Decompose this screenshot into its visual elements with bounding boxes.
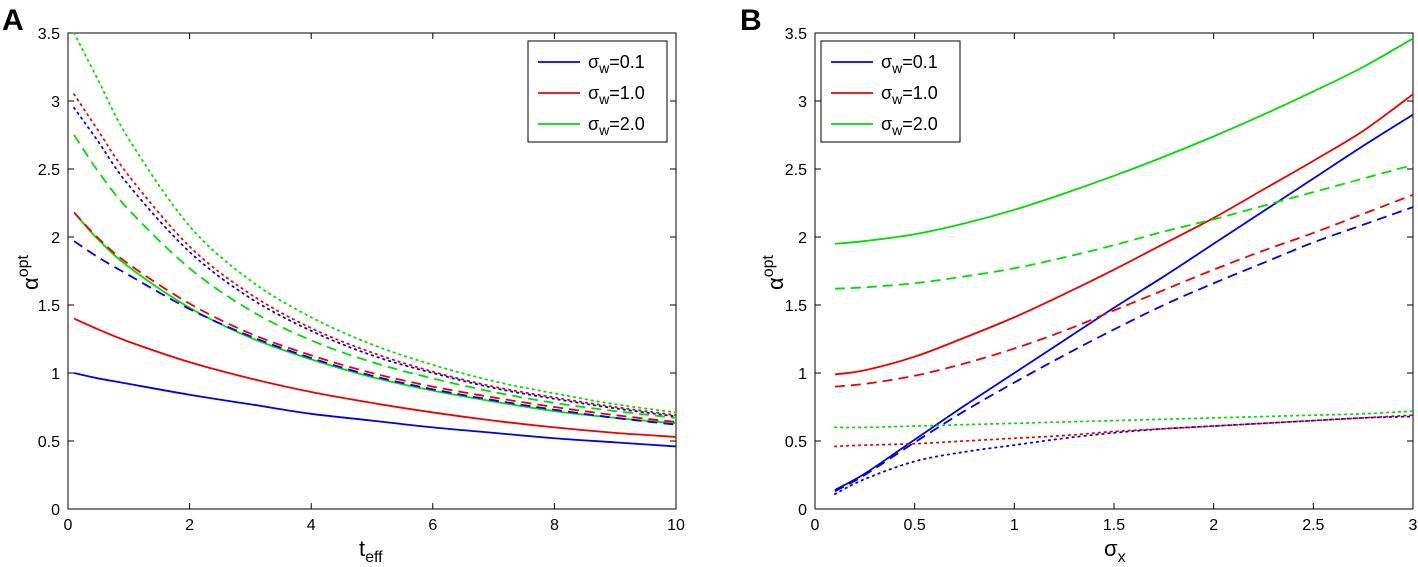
panel-a-series-dashed-4 — [73, 211, 677, 423]
panel-a-ylabel: αopt — [15, 254, 43, 290]
panel-b-ytick-label: 2.5 — [785, 162, 807, 179]
panel-b-ytick-label: 2 — [798, 230, 807, 247]
panel-a-ytick-label: 3 — [51, 94, 60, 111]
panel-b-xtick-label: 3 — [1409, 517, 1418, 534]
panel-a-series — [73, 32, 677, 448]
panel-a-letter: A — [2, 4, 24, 37]
panel-a-xlabel: teff — [359, 536, 383, 566]
panel-b-ylabel: αopt — [760, 254, 788, 290]
panel-a: A 0 2 4 6 8 10 0 0.5 1 1.5 2 2.5 3 3.5 teff αopt σw=0… — [2, 4, 685, 566]
panel-a-xtick-label: 10 — [667, 517, 685, 534]
panel-a-ytick-label: 1.5 — [38, 298, 60, 315]
panel-a-series-dotted-6 — [73, 106, 677, 418]
panel-b-ytick-label: 0.5 — [785, 434, 807, 451]
panel-b-series-dotted-8 — [834, 410, 1414, 429]
panel-b-series-solid-1 — [834, 93, 1414, 376]
panel-a-series-dashed-3 — [73, 240, 677, 426]
panel-a-series-solid-1 — [73, 317, 677, 438]
panel-b-ticks: 0 0.5 1 1.5 2 2.5 3 0 0.5 1 1.5 2 2.5 3 3.5 — [785, 26, 1418, 534]
panel-b-legend-label: σw=0.1 — [881, 52, 938, 76]
panel-a-legend-box — [527, 40, 668, 143]
panel-a-ytick-label: 0.5 — [38, 434, 60, 451]
panel-a-series-solid-0 — [73, 372, 677, 448]
panel-b-ytick-label: 0 — [798, 502, 807, 519]
panel-b-ytick-label: 3.5 — [785, 26, 807, 43]
panel-b-legend-box — [820, 40, 961, 143]
panel-b-ytick-label: 3 — [798, 94, 807, 111]
panel-b-series-dashed-5 — [834, 164, 1414, 290]
panel-a-ytick-label: 1 — [51, 366, 60, 383]
panel-a-series-dotted-7 — [73, 93, 677, 417]
panel-a-legend-label: σw=0.1 — [588, 52, 645, 76]
panel-a-ticks: 0 2 4 6 8 10 0 0.5 1 1.5 2 2.5 3 3.5 — [38, 26, 685, 534]
panel-b-xtick-label: 0 — [811, 517, 820, 534]
panel-a-legend: σw=0.1 σw=1.0 σw=2.0 — [527, 40, 668, 143]
panel-b-letter: B — [740, 4, 762, 37]
panel-b-series-solid-0 — [834, 113, 1414, 491]
panel-a-ytick-label: 3.5 — [38, 26, 60, 43]
panel-b-legend: σw=0.1 σw=1.0 σw=2.0 — [820, 40, 961, 143]
panel-b: B 0 0.5 1 1.5 2 2.5 300.511.522.533.5 σx αopt … — [740, 4, 1418, 566]
panel-b-series-solid-2 — [834, 37, 1414, 245]
panel-b-xlabel: σx — [1104, 536, 1126, 566]
panel-b-ytick-label: 1 — [798, 366, 807, 383]
panel-a-legend-label: σw=1.0 — [588, 83, 645, 107]
panel-a-xtick-label: 0 — [64, 517, 73, 534]
panel-a-ytick-label: 0 — [51, 502, 60, 519]
panel-b-xtick-label: 2.5 — [1302, 517, 1324, 534]
panel-a-series-solid-2 — [73, 211, 677, 425]
panel-b-series — [834, 37, 1414, 495]
panel-a-xtick-label: 2 — [185, 517, 194, 534]
panel-b-ytick-label: 1.5 — [785, 298, 807, 315]
panel-a-series-dotted-8 — [73, 32, 677, 414]
panel-a-xtick-label: 8 — [550, 517, 559, 534]
panel-b-series-dashed-4 — [834, 193, 1414, 388]
panel-a-xtick-label: 4 — [307, 517, 316, 534]
panel-a-ytick-label: 2 — [51, 230, 60, 247]
panel-a-legend-label: σw=2.0 — [588, 114, 645, 138]
panel-b-series-dashed-3 — [834, 206, 1414, 493]
panel-b-xtick-label: 1.5 — [1103, 517, 1125, 534]
panel-b-series-dotted-7 — [834, 414, 1414, 448]
panel-b-xtick-label: 1 — [1010, 517, 1019, 534]
panel-b-xtick-label: 2 — [1209, 517, 1218, 534]
panel-b-legend-label: σw=2.0 — [881, 114, 938, 138]
panel-a-xtick-label: 6 — [428, 517, 437, 534]
panel-a-series-dashed-5 — [73, 134, 677, 419]
panel-a-ytick-label: 2.5 — [38, 162, 60, 179]
panel-b-xtick-label: 0.5 — [904, 517, 926, 534]
panel-b-legend-label: σw=1.0 — [881, 83, 938, 107]
